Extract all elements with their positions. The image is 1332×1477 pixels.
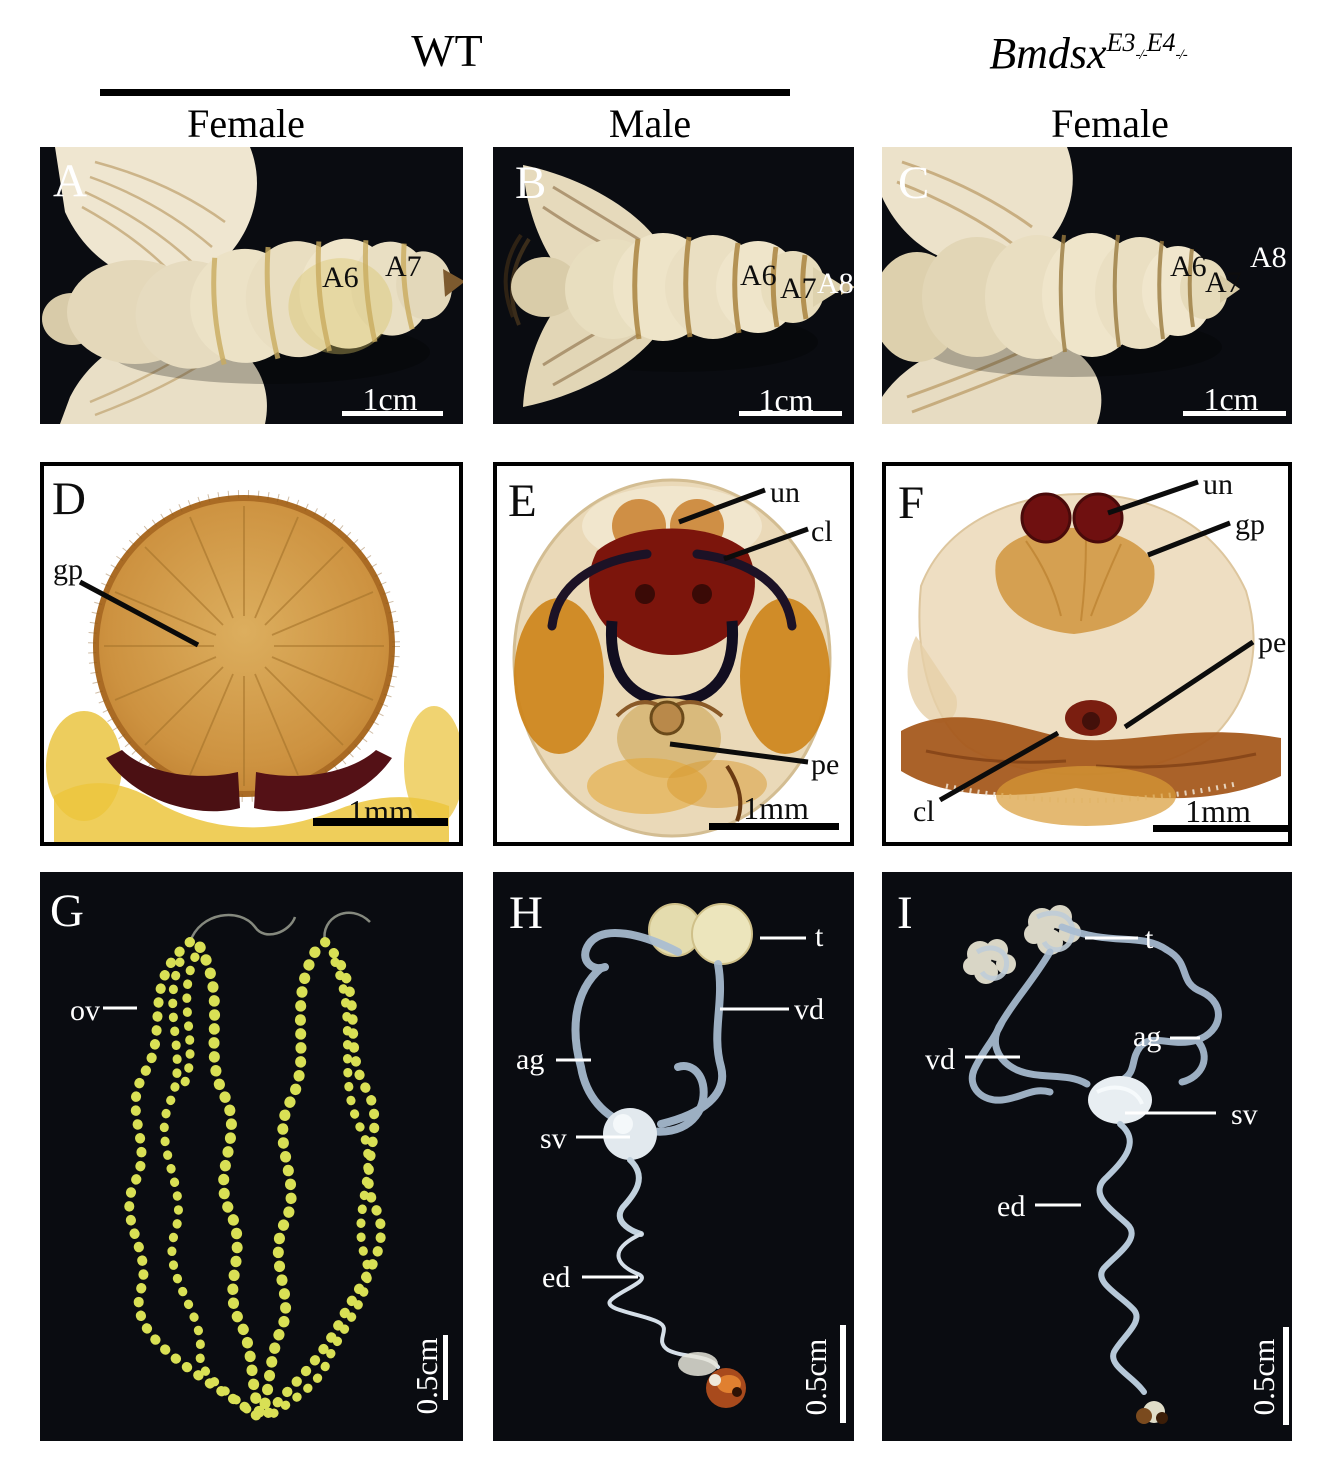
moth-photo-art <box>882 147 1240 424</box>
annotation-label-pe: pe <box>811 748 840 781</box>
scale-bar <box>739 411 842 416</box>
panel-letter: C <box>898 157 930 209</box>
mutant-sup-e4: E4 <box>1146 28 1176 57</box>
annotation-label-ag: ag <box>1133 1020 1162 1053</box>
panel-e-wt-male-genitalia: E un cl pe 1mm <box>493 462 854 846</box>
annotation-label-ed: ed <box>542 1261 571 1294</box>
panel-d-wt-female-genitalia: D gp 1mm <box>40 462 463 846</box>
mutant-gene: Bmdsx <box>989 29 1107 78</box>
mutant-allele-1: -/- <box>1135 47 1147 63</box>
annotation-label-cl: cl <box>913 795 935 828</box>
scale-bar <box>840 1325 846 1423</box>
scale-bar <box>342 411 443 416</box>
moth-photo-art <box>42 147 463 424</box>
scale-label-vertical: 0.5cm <box>409 1337 444 1415</box>
annotation-label-a6: A6 <box>740 259 777 292</box>
panel-letter: A <box>53 155 87 207</box>
scale-bar <box>1153 825 1288 832</box>
annotation-label-t: t <box>815 920 824 953</box>
annotation-label-a7: A7 <box>1205 266 1242 299</box>
annotation-label-gp: gp <box>1235 508 1265 541</box>
scale-label: 1cm <box>362 381 418 417</box>
panel-i-mutant-organs: I t ag vd sv ed 0.5cm <box>882 872 1292 1441</box>
scale-bar <box>443 1335 448 1400</box>
scale-label-vertical: 0.5cm <box>798 1338 833 1416</box>
annotation-label-ed: ed <box>997 1190 1026 1223</box>
annotation-label-cl: cl <box>811 515 833 548</box>
annotation-label-ov: ov <box>70 994 100 1027</box>
annotation-label-sv: sv <box>540 1122 567 1155</box>
panel-letter: G <box>50 885 84 937</box>
annotation-label-a6: A6 <box>322 261 359 294</box>
panel-letter: I <box>897 887 913 939</box>
column-label-wt-female: Female <box>187 101 305 146</box>
wt-underline <box>100 89 790 96</box>
mutant-sup-e3: E3 <box>1106 28 1136 57</box>
mutant-allele-2: -/- <box>1175 47 1188 63</box>
panel-c-mutant-female-abdomen: C A6 A7 A8 1cm <box>882 147 1292 424</box>
panel-b-wt-male-abdomen: B A6 A7 A8 1cm <box>493 147 854 424</box>
mutant-organs-photo-art <box>963 905 1222 1424</box>
annotation-label-un: un <box>1203 468 1233 501</box>
panel-letter: H <box>509 887 543 939</box>
annotation-label-un: un <box>770 476 800 509</box>
annotation-label-t: t <box>1145 922 1154 955</box>
annotation-label-a6: A6 <box>1170 250 1207 283</box>
scale-label-vertical: 0.5cm <box>1246 1338 1281 1416</box>
column-label-mutant-female: Female <box>1051 101 1169 146</box>
panel-letter: D <box>52 473 86 525</box>
annotation-label-a7: A7 <box>780 272 817 305</box>
panel-g-wt-ovary: G ov 0.5cm <box>40 872 463 1441</box>
panel-a-wt-female-abdomen: A A6 A7 1cm <box>40 147 463 424</box>
annotation-label-sv: sv <box>1231 1098 1258 1131</box>
panel-letter: E <box>508 475 537 527</box>
annotation-label-a8: A8 <box>1250 241 1287 274</box>
scale-label: 1cm <box>758 382 814 418</box>
annotation-label-a8: A8 <box>817 267 854 300</box>
annotation-label-ag: ag <box>516 1043 545 1076</box>
group-title-wt: WT <box>411 25 483 76</box>
scale-bar <box>1183 411 1286 416</box>
annotation-label-gp: gp <box>53 553 83 586</box>
scale-label: 1mm <box>743 790 809 826</box>
panel-letter: B <box>515 157 547 209</box>
panel-f-mutant-female-genitalia: F un gp pe cl 1mm <box>882 462 1292 846</box>
ovary-photo-art <box>103 911 386 1425</box>
column-label-wt-male: Male <box>608 101 692 146</box>
panel-letter: F <box>898 477 925 529</box>
group-title-mutant: BmdsxE3-/-E4-/- <box>918 28 1258 79</box>
scale-bar <box>313 818 448 826</box>
male-genitalia-micrograph-art <box>512 478 832 838</box>
annotation-label-pe: pe <box>1258 626 1287 659</box>
scale-label: 1mm <box>1185 793 1251 829</box>
annotation-label-a7: A7 <box>385 250 422 283</box>
moth-photo-art <box>503 165 854 407</box>
mutant-genitalia-micrograph-art <box>901 479 1281 826</box>
scale-label: 1cm <box>1203 381 1259 417</box>
panel-h-wt-male-organs: H t vd ag sv ed 0.5cm <box>493 872 854 1441</box>
genital-plate-micrograph-art <box>46 490 459 842</box>
scale-bar <box>1283 1327 1289 1425</box>
annotation-label-vd: vd <box>925 1043 955 1076</box>
male-organs-photo-art <box>556 903 806 1408</box>
annotation-label-vd: vd <box>794 993 824 1026</box>
scale-bar <box>709 823 839 830</box>
